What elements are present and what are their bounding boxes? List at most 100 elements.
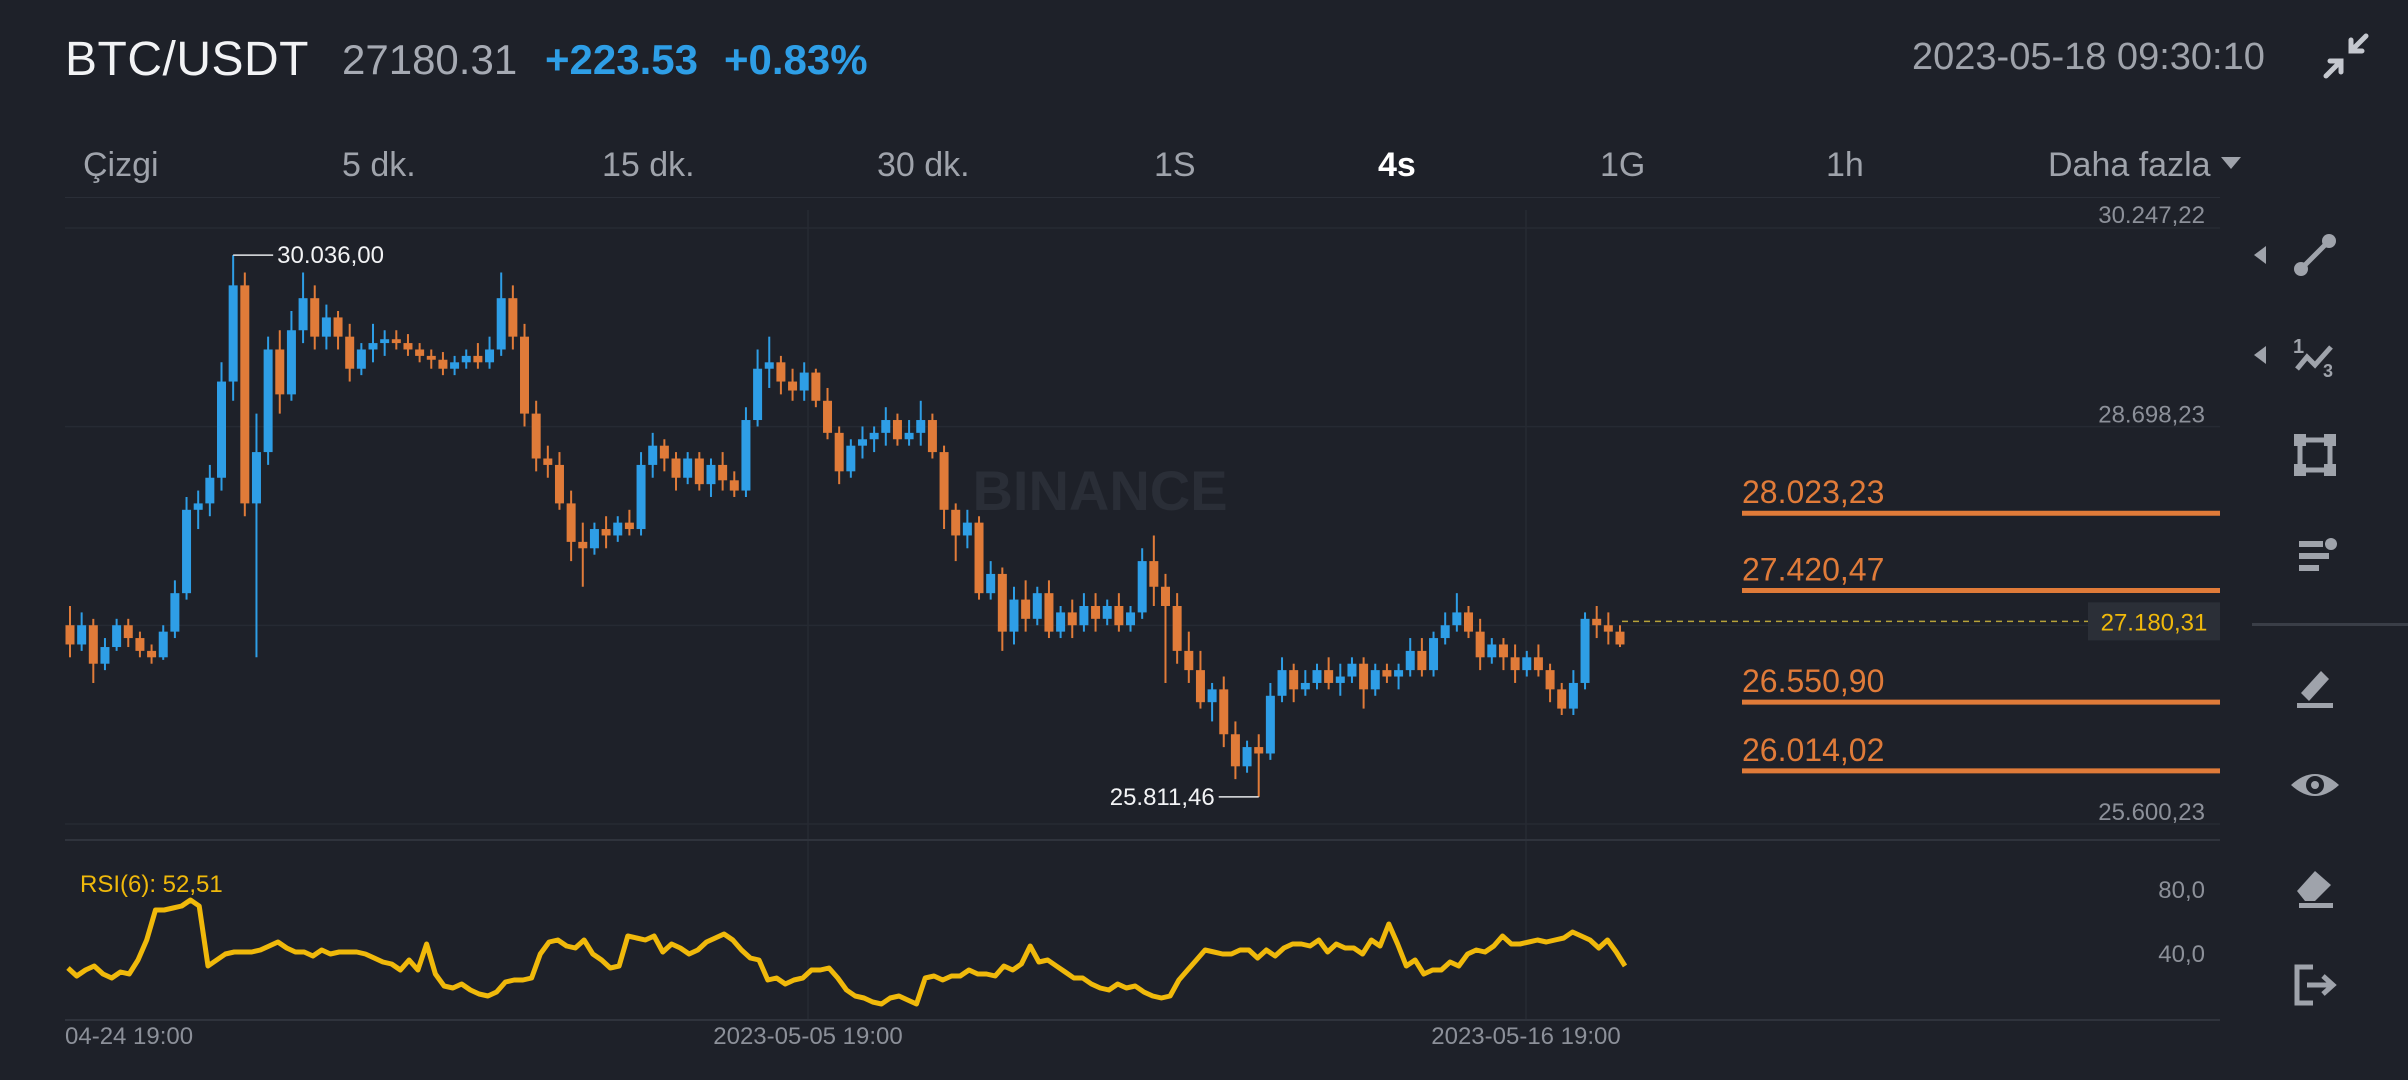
candle-body-39 [520,336,530,414]
candle-body-59 [753,368,763,421]
horizontal-lines[interactable]: 28.023,23 27.420,47 26.550,90 26.014,02 [1742,474,2220,774]
candle-46 [601,516,611,549]
tab-more[interactable]: Daha fazla [2048,146,2241,185]
tab-1h[interactable]: 1S [1154,146,1196,184]
candle-body-83 [1032,593,1042,619]
candle-40 [531,400,541,472]
tabs-divider [65,197,2220,198]
candle-65 [823,387,833,440]
candle-body-121 [1475,631,1485,658]
eraser-icon[interactable] [2280,850,2350,920]
candle-body-47 [613,522,623,536]
candle-11 [193,490,203,530]
candle-body-62 [788,381,798,391]
candle-108 [1324,657,1334,690]
rsi-panel: RSI(6): 52,51 80,0 40,0 [66,871,2205,1007]
candle-24 [345,323,355,382]
candle-body-119 [1452,612,1462,626]
candle-body-27 [380,339,390,344]
candle-30 [415,343,425,363]
rectangle-icon[interactable] [2280,420,2350,490]
candle-29 [403,334,413,356]
candle-98 [1207,682,1217,722]
candle-body-84 [1044,593,1054,632]
collapse-icon[interactable] [2320,30,2372,82]
candle-body-79 [986,573,996,594]
candle-126 [1533,644,1543,677]
position-icon[interactable] [2280,520,2350,590]
candle-63 [799,362,809,401]
brush-icon[interactable] [2280,650,2350,720]
exit-icon[interactable] [2280,950,2350,1020]
candle-23 [333,311,343,350]
candle-22 [321,304,331,350]
candle-body-117 [1429,638,1439,671]
candle-body-43 [566,503,576,542]
candle-body-101 [1242,747,1252,767]
tab-4h[interactable]: 4s [1378,146,1416,184]
candle-58 [741,407,751,497]
candle-13 [217,362,227,491]
candle-body-42 [554,464,564,504]
candle-body-24 [345,336,355,369]
candle-body-116 [1417,650,1427,671]
eye-icon[interactable] [2280,750,2350,820]
candle-52 [671,452,681,491]
last-price: 27180.31 [342,36,518,83]
candle-96 [1184,631,1194,683]
chart-area[interactable]: BINANCE 30.247,2228.698,2327.149,2325.60… [0,198,2240,1080]
candle-130 [1580,612,1590,690]
candle-body-123 [1498,644,1508,658]
candle-body-114 [1394,670,1404,677]
expand-caret-icon-2[interactable] [2254,346,2266,364]
candle-body-125 [1522,657,1532,671]
svg-text:3: 3 [2323,361,2333,379]
candle-body-5 [123,625,133,639]
candle-body-111 [1359,663,1369,690]
last-price-tag-bg [2088,602,2220,641]
expand-caret-icon[interactable] [2254,246,2266,264]
candle-107 [1312,663,1322,690]
tab-15m[interactable]: 15 dk. [602,146,695,184]
candle-59 [753,349,763,427]
candle-128 [1557,682,1567,716]
rsi-label: RSI(6): 52,51 [80,871,223,898]
candle-body-94 [1160,586,1170,606]
candle-73 [916,400,926,446]
candle-body-33 [450,362,460,369]
last-price-line: 27.180,31 [1622,602,2220,641]
candle-body-7 [147,650,157,658]
price-change-percent: +0.83% [724,36,868,83]
tab-5m[interactable]: 5 dk. [342,146,416,184]
candle-body-2 [88,625,98,664]
candle-124 [1510,644,1520,683]
candle-body-35 [473,355,483,363]
tab-30m[interactable]: 30 dk. [877,146,970,184]
candle-body-50 [648,445,658,465]
trend-line-icon[interactable] [2280,220,2350,290]
tab-line[interactable]: Çizgi [83,146,159,184]
candle-body-95 [1172,605,1182,651]
candle-47 [613,516,623,542]
tab-1d[interactable]: 1G [1600,146,1646,184]
candle-106 [1300,670,1310,696]
tab-1w[interactable]: 1h [1826,146,1864,184]
candle-body-15 [240,285,250,504]
candle-45 [589,522,599,555]
candle-body-60 [764,362,774,369]
candle-body-46 [601,529,611,536]
candle-body-11 [193,503,203,510]
candle-68 [857,426,867,459]
candle-133 [1615,625,1625,648]
pair-title[interactable]: BTC/USDT [65,33,309,86]
candle-body-19 [286,330,296,395]
candle-body-90 [1114,605,1124,626]
candle-body-89 [1102,605,1112,619]
candle-77 [962,509,972,549]
candle-51 [659,439,669,472]
candle-66 [834,426,844,485]
candle-60 [764,336,774,388]
candle-15 [240,272,250,517]
candle-body-115 [1405,650,1415,671]
